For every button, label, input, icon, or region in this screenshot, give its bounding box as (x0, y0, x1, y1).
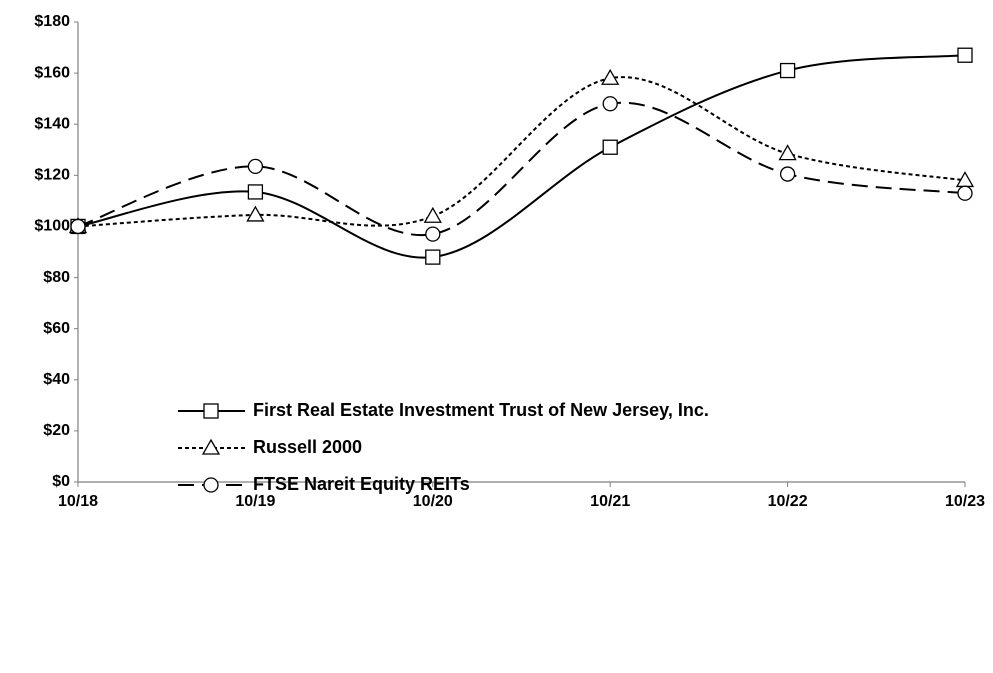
marker (601, 68, 620, 85)
y-tick-label: $160 (34, 64, 70, 81)
series-line (77, 54, 966, 259)
marker (602, 96, 618, 112)
y-tick-label: $80 (43, 269, 70, 286)
marker (70, 218, 86, 235)
marker (957, 185, 973, 201)
x-tick-label: 10/19 (235, 493, 275, 510)
marker (425, 249, 441, 265)
marker (247, 184, 264, 200)
marker (203, 403, 219, 419)
legend-label: Russell 2000 (253, 437, 362, 457)
marker (423, 206, 442, 223)
y-tick-label: $20 (43, 422, 70, 439)
marker (246, 205, 265, 222)
x-tick-label: 10/23 (945, 493, 985, 510)
x-tick-label: 10/18 (58, 493, 98, 510)
y-tick-label: $140 (34, 115, 70, 132)
series-line (77, 101, 966, 237)
marker (957, 47, 973, 63)
marker (203, 477, 219, 493)
y-tick-label: $0 (52, 473, 70, 490)
y-tick-label: $100 (34, 218, 70, 235)
marker (779, 62, 796, 79)
legend-label: First Real Estate Investment Trust of Ne… (253, 400, 709, 420)
x-tick-label: 10/20 (413, 493, 453, 510)
legend-label: FTSE Nareit Equity REITs (253, 474, 470, 494)
series-line (77, 76, 966, 228)
marker (201, 438, 221, 455)
x-tick-label: 10/22 (768, 493, 808, 510)
y-tick-label: $180 (34, 13, 70, 30)
y-tick-label: $60 (43, 320, 70, 337)
x-tick-label: 10/21 (590, 493, 630, 510)
marker (425, 226, 441, 242)
marker (779, 166, 796, 182)
marker (247, 158, 264, 175)
marker (602, 139, 618, 155)
y-tick-label: $120 (34, 167, 70, 184)
y-tick-label: $40 (43, 371, 70, 388)
marker (778, 144, 797, 161)
